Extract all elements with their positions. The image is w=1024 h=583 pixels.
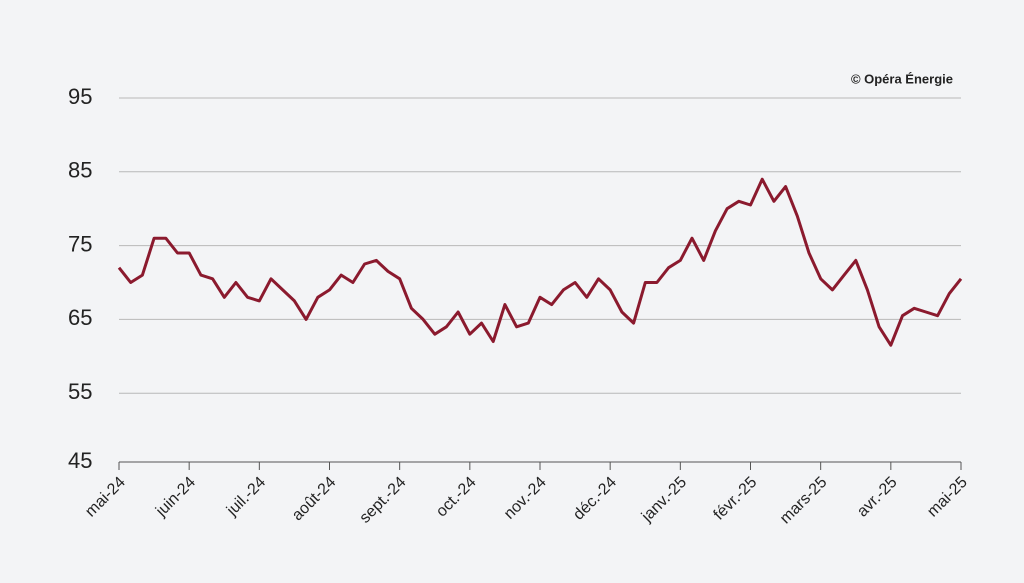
y-tick-label: 55 <box>68 379 92 404</box>
y-tick-label: 65 <box>68 305 92 330</box>
y-tick-label: 45 <box>68 448 92 473</box>
annotation: © Opéra Énergie <box>851 71 953 86</box>
y-tick-label: 85 <box>68 158 92 183</box>
y-tick-label: 95 <box>68 84 92 109</box>
y-tick-label: 75 <box>68 231 92 256</box>
line-series <box>117 177 963 347</box>
